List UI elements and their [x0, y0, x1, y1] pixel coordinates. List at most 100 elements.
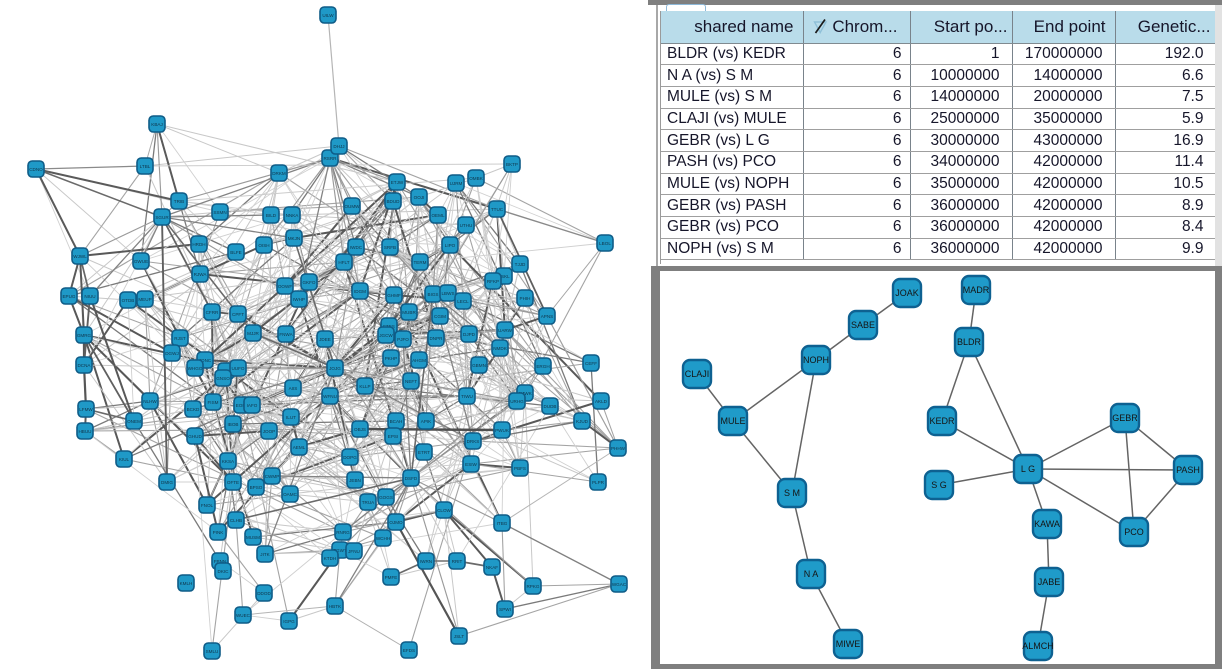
svg-text:EFDS: EFDS — [403, 648, 415, 653]
svg-text:LECL: LECL — [457, 299, 469, 304]
svg-text:KIUL: KIUL — [119, 457, 130, 462]
svg-text:BLFE: BLFE — [230, 250, 242, 255]
svg-text:EPSI: EPSI — [388, 434, 398, 439]
svg-text:NNKA: NNKA — [286, 213, 300, 218]
svg-text:MKJN: MKJN — [288, 236, 301, 241]
svg-text:NKAF: NKAF — [486, 565, 498, 570]
svg-text:IBOB: IBOB — [228, 422, 239, 427]
svg-text:SPWI: SPWI — [499, 607, 511, 612]
svg-text:JFNU: JFNU — [348, 549, 360, 554]
svg-text:CLHB: CLHB — [230, 518, 242, 523]
svg-text:EPUG: EPUG — [62, 294, 75, 299]
svg-text:PKHP: PKHP — [385, 356, 398, 361]
svg-text:GNSO: GNSO — [216, 376, 230, 381]
svg-text:RJST: RJST — [174, 336, 186, 341]
svg-text:RJWA: RJWA — [194, 272, 208, 277]
svg-text:FISM: FISM — [208, 400, 219, 405]
svg-text:HFLT: HFLT — [338, 260, 349, 265]
svg-text:JEBN: JEBN — [349, 478, 361, 483]
svg-text:UARW: UARW — [498, 328, 513, 333]
svg-text:SGUR: SGUR — [155, 215, 169, 220]
svg-text:CLOW: CLOW — [437, 508, 451, 513]
svg-text:KMLH: KMLH — [180, 581, 193, 586]
svg-text:OAMC: OAMC — [283, 492, 297, 497]
svg-text:BDUD: BDUD — [386, 199, 400, 204]
svg-text:OOWF: OOWF — [278, 284, 292, 289]
svg-text:APNS: APNS — [541, 314, 554, 319]
svg-text:UILW: UILW — [322, 13, 334, 18]
svg-text:L G: L G — [1021, 464, 1035, 474]
svg-text:JOJG: JOJG — [329, 366, 341, 371]
svg-text:LIPO: LIPO — [445, 243, 456, 248]
svg-text:OUMW: OUMW — [344, 204, 360, 209]
svg-text:JMWK: JMWK — [518, 391, 532, 396]
svg-text:N A: N A — [804, 569, 819, 579]
svg-text:RRIT: RRIT — [452, 559, 463, 564]
svg-text:OTDB: OTDB — [122, 298, 135, 303]
svg-text:JABE: JABE — [1038, 577, 1061, 587]
svg-text:MEUP: MEUP — [138, 297, 151, 302]
svg-text:NIUU: NIUU — [84, 294, 95, 299]
svg-text:JITK: JITK — [260, 552, 270, 557]
svg-text:OMBK: OMBK — [469, 176, 483, 181]
svg-text:WUEC: WUEC — [236, 613, 251, 618]
svg-text:KKSA: KKSA — [222, 459, 235, 464]
svg-text:TTUC: TTUC — [491, 207, 504, 212]
svg-text:LFMW: LFMW — [79, 407, 93, 412]
svg-text:IAFO: IAFO — [247, 403, 258, 408]
svg-text:BILD: BILD — [266, 213, 277, 218]
svg-text:JGCW: JGCW — [379, 333, 393, 338]
svg-text:MUBR: MUBR — [402, 310, 416, 315]
svg-text:HBTK: HBTK — [329, 604, 342, 609]
svg-text:PHIH: PHIH — [520, 296, 531, 301]
svg-text:BLDR: BLDR — [957, 337, 982, 347]
svg-text:PCO: PCO — [1124, 527, 1144, 537]
svg-text:OEML: OEML — [431, 213, 444, 218]
svg-text:IGPG: IGPG — [283, 619, 295, 624]
svg-text:DOPG: DOPG — [343, 455, 357, 460]
svg-text:GHUD: GHUD — [188, 434, 202, 439]
svg-text:CLAJI: CLAJI — [685, 369, 710, 379]
svg-text:DRKS: DRKS — [467, 439, 480, 444]
svg-text:MADR: MADR — [963, 285, 990, 295]
svg-text:AKLD: AKLD — [595, 399, 608, 404]
svg-text:NOPH: NOPH — [803, 355, 829, 365]
svg-text:CEFF: CEFF — [585, 361, 597, 366]
svg-text:DCNA: DCNA — [77, 363, 91, 368]
svg-text:PJFO: PJFO — [397, 337, 409, 342]
svg-text:ESIW: ESIW — [465, 462, 477, 467]
svg-text:BCKD: BCKD — [187, 407, 200, 412]
svg-text:SMLU: SMLU — [206, 649, 219, 654]
svg-text:HBUU: HBUU — [78, 429, 91, 434]
svg-text:PHHW: PHHW — [611, 446, 626, 451]
svg-text:BKTP: BKTP — [506, 162, 518, 167]
svg-text:PINK: PINK — [213, 530, 225, 535]
svg-text:RNRG: RNRG — [336, 530, 350, 535]
svg-text:TIWU: TIWU — [461, 394, 473, 399]
svg-text:PBFS: PBFS — [514, 466, 526, 471]
svg-text:OOJI: OOJI — [414, 195, 425, 200]
svg-text:FSKL: FSKL — [498, 274, 510, 279]
svg-text:TGWT: TGWT — [333, 548, 347, 553]
svg-text:ITBG: ITBG — [497, 521, 508, 526]
svg-text:KLLP: KLLP — [359, 384, 370, 389]
svg-text:NLHW: NLHW — [143, 399, 157, 404]
svg-text:AHGM: AHGM — [412, 358, 426, 363]
svg-text:MUSM: MUSM — [246, 535, 260, 540]
svg-text:TRIB: TRIB — [174, 199, 184, 204]
svg-text:GKFO: GKFO — [302, 280, 315, 285]
svg-text:DMIG: DMIG — [161, 480, 173, 485]
svg-text:CGIM: CGIM — [434, 314, 446, 319]
svg-text:ONEM: ONEM — [127, 419, 141, 424]
svg-text:UUFO: UUFO — [231, 366, 244, 371]
svg-text:ERGH: ERGH — [536, 364, 549, 369]
svg-text:CWMP: CWMP — [265, 474, 280, 479]
svg-text:NEFT: NEFT — [405, 379, 417, 384]
svg-text:FNWA: FNWA — [279, 332, 293, 337]
svg-text:ALMCH: ALMCH — [1022, 641, 1054, 651]
svg-text:ETJW: ETJW — [391, 180, 404, 185]
svg-text:MULE: MULE — [720, 416, 745, 426]
svg-text:CPFT: CPFT — [232, 312, 244, 317]
svg-text:PASH: PASH — [1176, 465, 1200, 475]
svg-text:JONC: JONC — [199, 358, 212, 363]
